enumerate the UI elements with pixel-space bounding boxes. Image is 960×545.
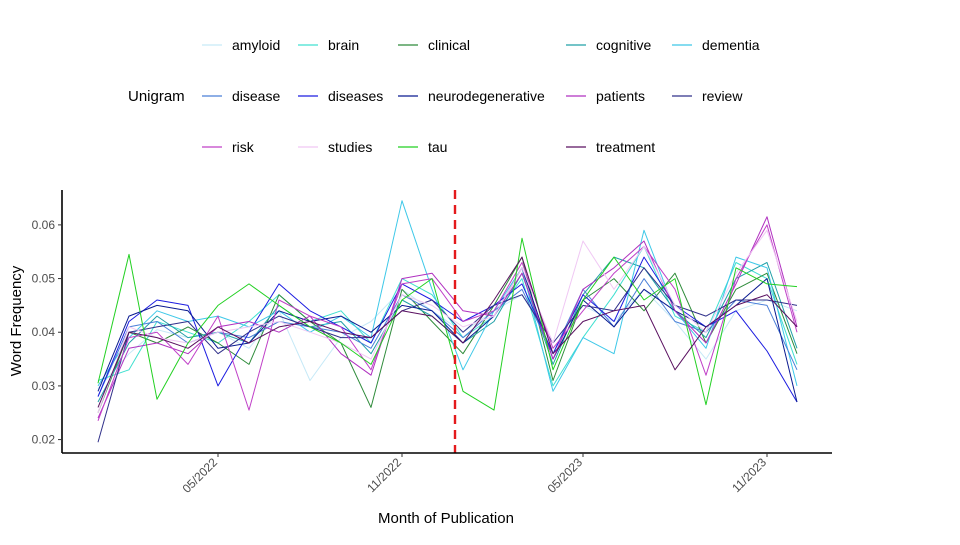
y-tick-label: 0.04 [32,325,56,339]
plot-area [97,190,798,453]
series-line-clinical [97,256,798,413]
x-tick-label: 05/2023 [545,455,586,496]
legend-label-dementia: dementia [702,37,760,53]
series-line-dementia [97,200,798,392]
legend-label-cognitive: cognitive [596,37,651,53]
x-tick-label: 11/2022 [364,455,404,495]
legend-title: Unigram [128,88,185,105]
y-tick-label: 0.02 [32,433,56,447]
series-line-patients [97,216,798,419]
series-line-risk [97,224,798,421]
series-line-review [97,267,798,443]
legend-label-clinical: clinical [428,37,470,53]
legend-label-review: review [702,88,743,104]
y-axis-title: Word Frequency [8,265,25,376]
legend-label-tau: tau [428,139,447,155]
series-line-tau [97,237,798,411]
y-tick-label: 0.03 [32,379,56,393]
series-line-treatment [97,256,798,408]
legend-label-amyloid: amyloid [232,37,280,53]
legend-label-patients: patients [596,88,645,104]
series-line-studies [97,229,798,413]
legend-label-treatment: treatment [596,139,655,155]
y-tick-label: 0.05 [32,272,56,286]
legend-label-disease: disease [232,88,280,104]
legend: Unigram amyloid brain clinical cognitive dem… [128,37,760,155]
x-axis-title: Month of Publication [378,510,514,527]
axes: 0.02 0.03 0.04 0.05 0.06 05/2022 11/2022 05/202… [32,190,832,496]
legend-label-studies: studies [328,139,372,155]
legend-label-diseases: diseases [328,88,383,104]
legend-label-brain: brain [328,37,359,53]
y-tick-label: 0.06 [32,218,56,232]
legend-label-neurodegenerative: neurodegenerative [428,88,545,104]
x-tick-label: 05/2022 [180,455,221,496]
series-line-neurodegenerative [97,267,798,403]
legend-label-risk: risk [232,139,255,155]
series-line-diseases [97,256,798,403]
series-line-amyloid [97,288,798,389]
x-tick-label: 11/2023 [729,455,769,495]
